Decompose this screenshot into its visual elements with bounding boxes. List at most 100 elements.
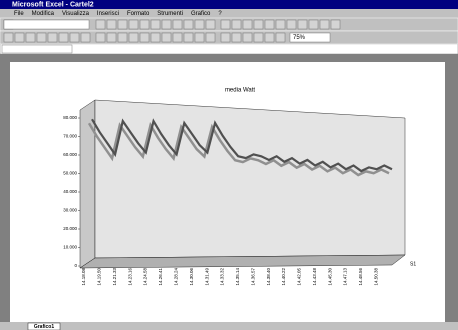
x-tick-label: 14.45.30 <box>327 268 332 286</box>
toolbar-button[interactable] <box>231 19 242 30</box>
y-tick-label: 50.000 <box>63 171 77 176</box>
series-label: S1 <box>410 261 416 267</box>
toolbar-button[interactable] <box>194 32 205 43</box>
y-tick-label: 80.000 <box>63 115 77 120</box>
y-tick-label: 70.000 <box>63 134 77 139</box>
menu-item[interactable]: File <box>14 11 24 17</box>
toolbar-button[interactable] <box>150 19 161 30</box>
x-tick-label: 14.26.41 <box>158 268 163 286</box>
status-bar <box>0 322 458 330</box>
toolbar-button[interactable] <box>183 32 194 43</box>
x-tick-label: 14.24.58 <box>143 268 148 286</box>
toolbar-button[interactable] <box>194 19 205 30</box>
toolbar-button[interactable] <box>95 32 106 43</box>
toolbar-button[interactable] <box>330 19 341 30</box>
toolbar-button[interactable] <box>205 32 216 43</box>
x-tick-label: 14.28.24 <box>173 268 178 286</box>
toolbar-button[interactable] <box>106 19 117 30</box>
menu-item[interactable]: Strumenti <box>157 11 183 17</box>
toolbar-button[interactable] <box>95 19 106 30</box>
x-tick-label: 14.36.57 <box>250 268 255 286</box>
toolbar-button[interactable] <box>286 19 297 30</box>
x-tick-label: 14.43.48 <box>312 268 317 286</box>
toolbar-button[interactable] <box>220 19 231 30</box>
toolbar-button[interactable] <box>161 19 172 30</box>
sheet-tab-label: Grafico1 <box>34 324 55 330</box>
toolbar-button[interactable] <box>106 32 117 43</box>
title-bar <box>0 0 458 9</box>
x-tick-label: 14.31.49 <box>204 268 209 286</box>
back-wall <box>94 99 406 259</box>
font-box[interactable] <box>3 19 90 30</box>
x-tick-label: 14.48.56 <box>358 268 363 286</box>
menu-item[interactable]: Inserisci <box>97 11 119 17</box>
chart-title: media Watt <box>225 88 255 94</box>
toolbar-button[interactable] <box>150 32 161 43</box>
x-tick-label: 14.30.06 <box>189 268 194 286</box>
toolbar-button[interactable] <box>275 19 286 30</box>
toolbar-button[interactable] <box>36 32 47 43</box>
toolbar-button[interactable] <box>308 19 319 30</box>
toolbar-button[interactable] <box>47 32 58 43</box>
y-tick-label: 20.000 <box>63 226 77 231</box>
zoom-box[interactable] <box>289 32 331 43</box>
menu-item[interactable]: ? <box>218 11 222 17</box>
toolbar-button[interactable] <box>172 19 183 30</box>
toolbar-button[interactable] <box>242 19 253 30</box>
toolbar-button[interactable] <box>231 32 242 43</box>
y-tick-label: 60.000 <box>63 152 77 157</box>
x-tick-label: 14.19.50 <box>97 268 102 286</box>
toolbar-button[interactable] <box>25 32 36 43</box>
toolbar-button[interactable] <box>253 32 264 43</box>
x-tick-label: 14.47.13 <box>343 268 348 286</box>
toolbar-button[interactable] <box>264 32 275 43</box>
toolbar-button[interactable] <box>319 19 330 30</box>
toolbar-button[interactable] <box>220 32 231 43</box>
x-tick-label: 14.18.08 <box>81 268 86 286</box>
x-tick-label: 14.35.14 <box>235 268 240 286</box>
toolbar-button[interactable] <box>128 32 139 43</box>
toolbar-button[interactable] <box>253 19 264 30</box>
name-box[interactable] <box>1 44 73 54</box>
toolbar-button[interactable] <box>69 32 80 43</box>
window-title: Microsoft Excel - Cartel2 <box>12 2 94 9</box>
toolbar-button[interactable] <box>139 19 150 30</box>
toolbar-button[interactable] <box>297 19 308 30</box>
toolbar-button[interactable] <box>264 19 275 30</box>
menu-item[interactable]: Visualizza <box>62 11 90 17</box>
toolbar-button[interactable] <box>14 32 25 43</box>
toolbar-button[interactable] <box>205 19 216 30</box>
toolbar-button[interactable] <box>128 19 139 30</box>
toolbar-button[interactable] <box>242 32 253 43</box>
x-tick-label: 14.38.40 <box>266 268 271 286</box>
toolbar-button[interactable] <box>58 32 69 43</box>
x-tick-label: 14.23.16 <box>127 268 132 286</box>
menu-item[interactable]: Formato <box>127 11 150 17</box>
menu-item[interactable]: Grafico <box>191 11 211 17</box>
x-tick-label: 14.40.22 <box>281 268 286 286</box>
y-tick-label: 0 <box>74 263 77 268</box>
x-tick-label: 14.42.05 <box>297 268 302 286</box>
x-tick-label: 14.21.33 <box>112 268 117 286</box>
menu-item[interactable]: Modifica <box>32 11 55 17</box>
toolbar-button[interactable] <box>3 32 14 43</box>
toolbar-button[interactable] <box>161 32 172 43</box>
toolbar-button[interactable] <box>117 19 128 30</box>
zoom-value[interactable]: 75% <box>293 35 306 41</box>
sheet-tab[interactable] <box>27 322 61 330</box>
toolbar-button[interactable] <box>80 32 91 43</box>
side-wall <box>79 99 96 269</box>
toolbar-button[interactable] <box>117 32 128 43</box>
line-side <box>87 121 390 177</box>
line <box>91 118 393 173</box>
toolbar-button[interactable] <box>183 19 194 30</box>
toolbar-button[interactable] <box>275 32 286 43</box>
toolbar-button[interactable] <box>139 32 150 43</box>
x-tick-label: 14.50.38 <box>373 268 378 286</box>
y-tick-label: 40.000 <box>63 189 77 194</box>
y-tick-label: 10.000 <box>63 245 77 250</box>
toolbar-button[interactable] <box>172 32 183 43</box>
y-tick-label: 30.000 <box>63 208 77 213</box>
floor <box>79 254 406 269</box>
